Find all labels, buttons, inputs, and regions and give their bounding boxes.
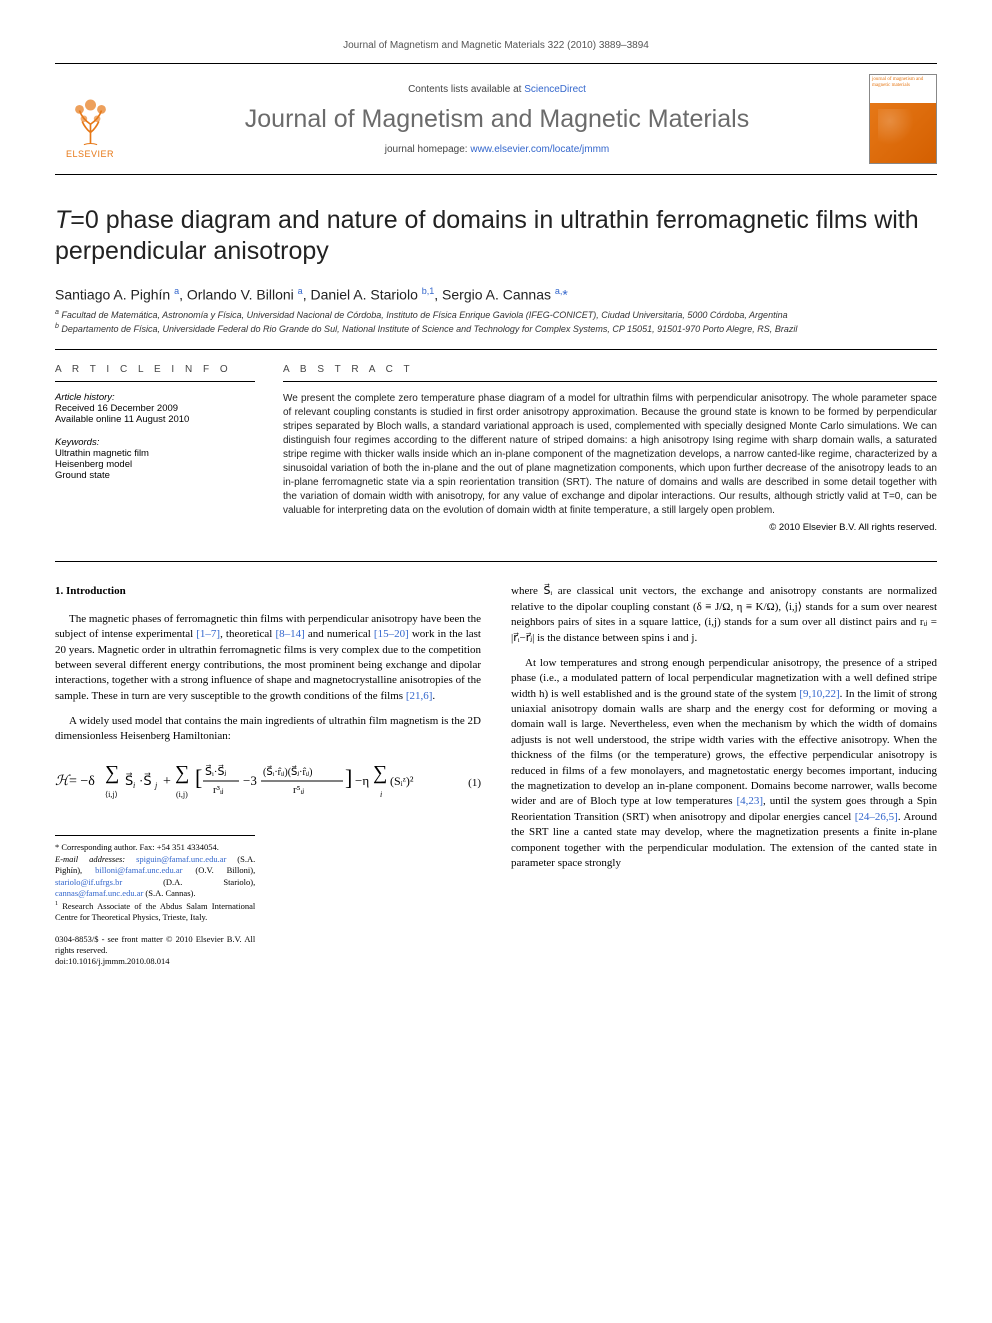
body-column-right: where S⃗ᵢ are classical unit vectors, th… [511, 584, 937, 966]
front-matter-line: 0304-8853/$ - see front matter © 2010 El… [55, 934, 255, 956]
affiliation-a: a Facultad de Matemática, Astronomía y F… [55, 308, 937, 322]
abstract-heading: A B S T R A C T [283, 364, 937, 382]
history-label: Article history: [55, 392, 255, 403]
keyword-3: Ground state [55, 470, 255, 481]
svg-text:·S⃗: ·S⃗ [139, 772, 152, 787]
email-link[interactable]: spiguin@famaf.unc.edu.ar [136, 854, 226, 864]
p1-text-e: . [432, 690, 435, 702]
ref-link-1-7[interactable]: [1–7] [196, 628, 220, 640]
ref-link-8-14[interactable]: [8–14] [275, 628, 304, 640]
affiliation-b-text: Departamento de Física, Universidade Fed… [61, 324, 797, 334]
article-title: T=0 phase diagram and nature of domains … [55, 205, 937, 268]
intro-paragraph-2: A widely used model that contains the ma… [55, 714, 481, 745]
cover-title-text: journal of magnetism and magnetic materi… [870, 75, 936, 103]
journal-cover-thumbnail: journal of magnetism and magnetic materi… [869, 74, 937, 164]
equation-1-body: ℋ = −δ ∑ ⟨i,j⟩ S⃗i ·S⃗j + ∑ (i,j) [ S⃗ᵢ·… [55, 757, 451, 812]
running-header: Journal of Magnetism and Magnetic Materi… [55, 40, 937, 51]
abstract-column: A B S T R A C T We present the complete … [283, 364, 937, 533]
c2p2-b: . In the limit of strong uniaxial anisot… [511, 688, 937, 808]
svg-text:S⃗ᵢ·S⃗ⱼ: S⃗ᵢ·S⃗ⱼ [205, 764, 226, 778]
svg-text:∑: ∑ [105, 762, 119, 784]
col2-paragraph-2: At low temperatures and strong enough pe… [511, 656, 937, 871]
online-date: Available online 11 August 2010 [55, 414, 255, 425]
body-column-left: 1. Introduction The magnetic phases of f… [55, 584, 481, 966]
article-history-block: Article history: Received 16 December 20… [55, 392, 255, 425]
ref-link-15-20[interactable]: [15–20] [374, 628, 409, 640]
journal-homepage-line: journal homepage: www.elsevier.com/locat… [141, 144, 853, 155]
ref-link-4-23[interactable]: [4,23] [736, 795, 763, 807]
svg-text:= −δ: = −δ [69, 774, 95, 789]
ref-link-24-26-5[interactable]: [24–26,5] [855, 811, 898, 823]
keyword-1: Ultrathin magnetic film [55, 448, 255, 459]
affiliation-b: b Departamento de Física, Universidade F… [55, 322, 937, 336]
elsevier-name: ELSEVIER [66, 149, 114, 159]
svg-text:r³ᵢⱼ: r³ᵢⱼ [213, 784, 224, 796]
email-link[interactable]: cannas@famaf.unc.edu.ar [55, 888, 143, 898]
author-list: Santiago A. Pighín a, Orlando V. Billoni… [55, 286, 937, 303]
journal-name: Journal of Magnetism and Magnetic Materi… [141, 105, 853, 134]
p1-text-b: , theoretical [220, 628, 275, 640]
section-1-heading: 1. Introduction [55, 584, 481, 599]
affiliations: a Facultad de Matemática, Astronomía y F… [55, 308, 937, 335]
elsevier-logo: ELSEVIER [55, 79, 125, 159]
svg-text:]: ] [345, 765, 352, 790]
journal-homepage-link[interactable]: www.elsevier.com/locate/jmmm [470, 144, 609, 155]
svg-text:(Sᵢᶻ)²: (Sᵢᶻ)² [390, 774, 414, 788]
intro-paragraph-1: The magnetic phases of ferromagnetic thi… [55, 612, 481, 704]
article-info-column: A R T I C L E I N F O Article history: R… [55, 364, 255, 533]
abstract-text: We present the complete zero temperature… [283, 392, 937, 518]
sciencedirect-link[interactable]: ScienceDirect [524, 84, 586, 95]
email-addresses-note: E-mail addresses: spiguin@famaf.unc.edu.… [55, 854, 255, 900]
abstract-copyright: © 2010 Elsevier B.V. All rights reserved… [283, 522, 937, 533]
svg-text:[: [ [195, 765, 202, 790]
keyword-2: Heisenberg model [55, 459, 255, 470]
info-abstract-row: A R T I C L E I N F O Article history: R… [55, 349, 937, 533]
corresponding-author-note: * Corresponding author. Fax: +54 351 433… [55, 842, 255, 853]
p1-text-c: and numerical [305, 628, 374, 640]
contents-prefix: Contents lists available at [408, 84, 524, 95]
keywords-label: Keywords: [55, 437, 255, 448]
footnote-1: 1 Research Associate of the Abdus Salam … [55, 900, 255, 924]
svg-text:i: i [380, 790, 382, 799]
svg-text:j: j [154, 781, 158, 790]
doi-block: 0304-8853/$ - see front matter © 2010 El… [55, 934, 255, 967]
doi-line: doi:10.1016/j.jmmm.2010.08.014 [55, 956, 255, 967]
received-date: Received 16 December 2009 [55, 403, 255, 414]
svg-text:⟨i,j⟩: ⟨i,j⟩ [105, 790, 118, 799]
cover-body-art [870, 103, 936, 163]
svg-text:(S⃗ᵢ·r̂ᵢⱼ)(S⃗ⱼ·r̂ᵢⱼ): (S⃗ᵢ·r̂ᵢⱼ)(S⃗ⱼ·r̂ᵢⱼ) [263, 765, 313, 778]
ref-link-21-6[interactable]: [21,6] [406, 690, 433, 702]
masthead-center: Contents lists available at ScienceDirec… [141, 84, 853, 155]
elsevier-tree-icon [63, 94, 118, 149]
article-info-heading: A R T I C L E I N F O [55, 364, 255, 382]
contents-available-line: Contents lists available at ScienceDirec… [141, 84, 853, 95]
body-two-column: 1. Introduction The magnetic phases of f… [55, 561, 937, 966]
homepage-prefix: journal homepage: [385, 144, 471, 155]
email-link[interactable]: stariolo@if.ufrgs.br [55, 877, 122, 887]
svg-text:−η: −η [355, 773, 369, 788]
keywords-block: Keywords: Ultrathin magnetic film Heisen… [55, 437, 255, 481]
svg-text:r⁵ᵢⱼ: r⁵ᵢⱼ [293, 784, 304, 796]
email-label: E-mail addresses: [55, 854, 125, 864]
journal-masthead: ELSEVIER Contents lists available at Sci… [55, 63, 937, 175]
equation-1-number: (1) [451, 776, 481, 791]
svg-text:i: i [133, 781, 135, 790]
col2-paragraph-1: where S⃗ᵢ are classical unit vectors, th… [511, 584, 937, 646]
svg-text:∑: ∑ [175, 762, 189, 784]
corr-text: Corresponding author. Fax: +54 351 43340… [61, 842, 219, 852]
footnote-1-text: Research Associate of the Abdus Salam In… [55, 901, 255, 922]
ref-link-9-10-22[interactable]: [9,10,22] [799, 688, 839, 700]
equation-1: ℋ = −δ ∑ ⟨i,j⟩ S⃗i ·S⃗j + ∑ (i,j) [ S⃗ᵢ·… [55, 757, 481, 812]
svg-text:+: + [163, 774, 171, 789]
svg-text:∑: ∑ [373, 762, 387, 784]
svg-text:(i,j): (i,j) [176, 790, 188, 799]
affiliation-a-text: Facultad de Matemática, Astronomía y Fís… [61, 310, 787, 320]
svg-text:−3: −3 [243, 773, 257, 788]
email-link[interactable]: billoni@famaf.unc.edu.ar [95, 865, 182, 875]
footnotes: * Corresponding author. Fax: +54 351 433… [55, 835, 255, 966]
